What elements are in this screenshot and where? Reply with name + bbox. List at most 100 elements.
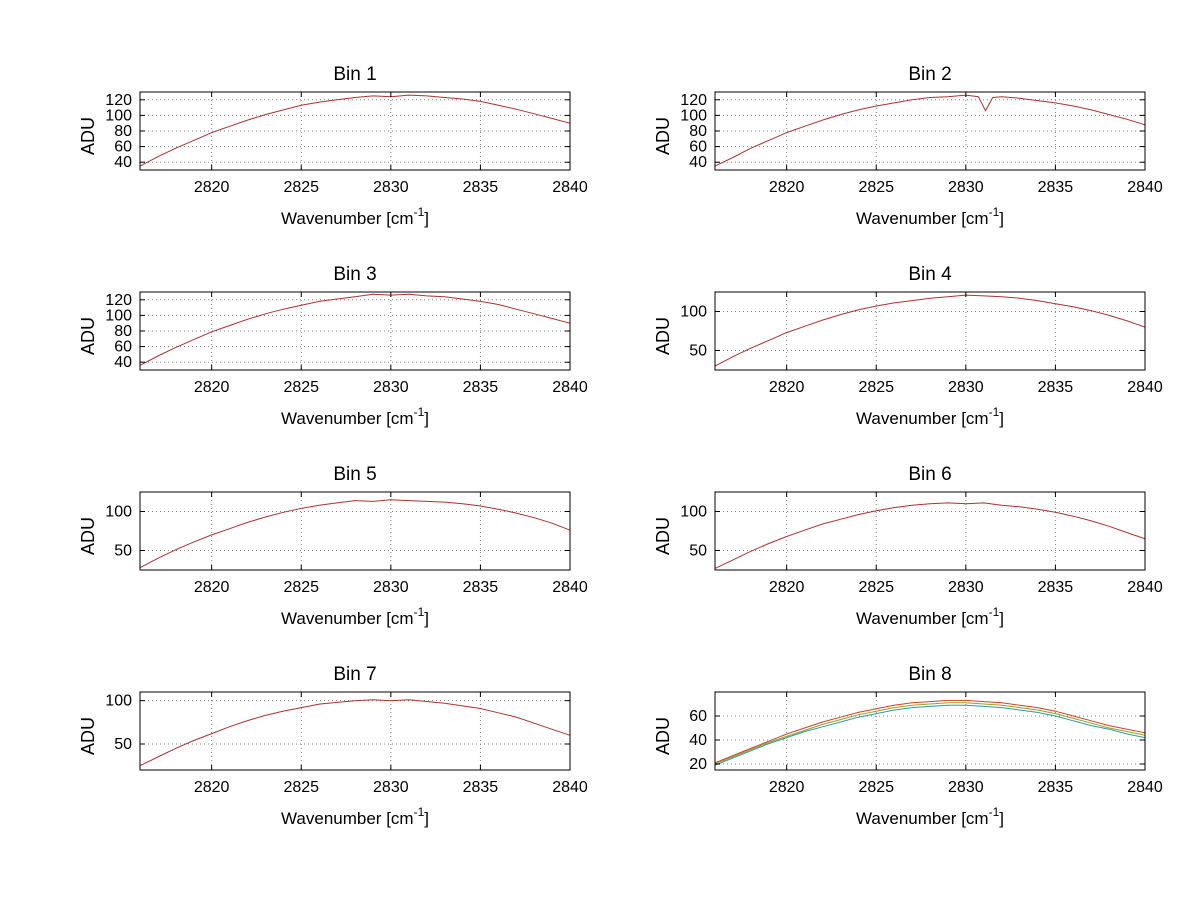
y-tick-label: 40 [689, 732, 707, 749]
x-tick-label: 2825 [283, 779, 319, 796]
y-tick-label: 40 [114, 154, 132, 171]
x-axis-label: Wavenumber [cm-1] [856, 805, 1004, 828]
y-axis-label: ADU [78, 717, 98, 755]
y-tick-label: 40 [114, 354, 132, 371]
x-axis-label-close: ] [999, 609, 1004, 628]
y-tick-label: 60 [689, 139, 707, 156]
plot-box [714, 691, 1146, 771]
chart-title: Bin 4 [908, 264, 952, 285]
x-tick-label: 2840 [552, 779, 588, 796]
series-line-spectrum [139, 94, 571, 167]
subplot-2: 2820 2825 2830 2835 2840 40 60 80 100 120 Bin 2 ADU… [595, 58, 1180, 258]
chart-title: Bin 2 [908, 64, 951, 85]
chart-title: Bin 1 [333, 64, 376, 85]
x-tick-label: 2835 [1038, 779, 1074, 796]
x-tick-label: 2825 [858, 379, 894, 396]
y-tick-label: 120 [680, 92, 707, 109]
y-axis-label: ADU [78, 117, 98, 155]
chart-title: Bin 5 [333, 464, 376, 485]
y-tick-label: 80 [689, 123, 707, 140]
y-tick-label: 60 [114, 139, 132, 156]
x-tick-label: 2820 [769, 579, 805, 596]
x-tick-label: 2820 [194, 579, 230, 596]
subplot-1: 2820 2825 2830 2835 2840 40 60 80 100 120 Bin 1 ADU… [20, 58, 605, 258]
x-axis-label-base: Wavenumber [cm [856, 609, 989, 628]
x-tick-label: 2835 [1038, 579, 1074, 596]
x-axis-label-close: ] [424, 809, 429, 828]
plot-box [714, 291, 1146, 371]
x-tick-label: 2820 [194, 779, 230, 796]
y-tick-label: 100 [680, 107, 707, 124]
x-axis-label: Wavenumber [cm-1] [856, 605, 1004, 628]
chart-title: Bin 7 [333, 664, 376, 685]
x-tick-label: 2840 [1127, 179, 1163, 196]
y-tick-label: 40 [689, 154, 707, 171]
y-tick-label: 100 [105, 693, 132, 710]
y-tick-label: 100 [105, 307, 132, 324]
series-line-spectrum-mid [714, 702, 1146, 765]
x-tick-label: 2840 [552, 379, 588, 396]
x-axis-label-base: Wavenumber [cm [856, 409, 989, 428]
chart-bin-6: 2820 2825 2830 2835 2840 50 100 Bin 6 ADU Wavenum… [653, 464, 1163, 628]
y-tick-label: 100 [680, 504, 707, 521]
x-tick-label: 2830 [948, 779, 984, 796]
x-tick-label: 2820 [769, 779, 805, 796]
chart-title: Bin 3 [333, 264, 376, 285]
x-tick-label: 2825 [283, 179, 319, 196]
y-axis-label: ADU [78, 517, 98, 555]
plot-box [139, 491, 571, 571]
x-axis-label-close: ] [424, 209, 429, 228]
series-line-spectrum [139, 293, 571, 366]
x-tick-label: 2825 [858, 579, 894, 596]
x-axis-label-superscript: -1 [989, 205, 1000, 219]
x-tick-label: 2825 [283, 379, 319, 396]
x-tick-label: 2835 [463, 579, 499, 596]
x-tick-label: 2825 [858, 179, 894, 196]
x-tick-label: 2835 [463, 179, 499, 196]
x-tick-label: 2840 [552, 179, 588, 196]
subplot-3: 2820 2825 2830 2835 2840 40 60 80 100 120 Bin 3 ADU… [20, 258, 605, 458]
plot-box [139, 691, 571, 771]
x-axis-label-superscript: -1 [989, 405, 1000, 419]
x-axis-label-base: Wavenumber [cm [856, 809, 989, 828]
x-tick-label: 2830 [373, 579, 409, 596]
x-axis-label: Wavenumber [cm-1] [856, 405, 1004, 428]
y-tick-label: 100 [680, 304, 707, 321]
y-tick-label: 80 [114, 323, 132, 340]
y-tick-label: 50 [689, 543, 707, 560]
x-tick-label: 2830 [948, 179, 984, 196]
x-axis-label-superscript: -1 [414, 205, 425, 219]
subplot-4: 2820 2825 2830 2835 2840 50 100 Bin 4 ADU Wavenum… [595, 258, 1180, 458]
x-tick-label: 2840 [552, 579, 588, 596]
y-tick-label: 100 [105, 504, 132, 521]
x-tick-label: 2840 [1127, 379, 1163, 396]
x-axis-label-close: ] [999, 409, 1004, 428]
y-tick-label: 50 [689, 343, 707, 360]
x-tick-label: 2835 [463, 379, 499, 396]
series-line-spectrum [139, 699, 571, 767]
plot-box [714, 491, 1146, 571]
chart-bin-7: 2820 2825 2830 2835 2840 50 100 Bin 7 ADU Wavenum… [78, 664, 588, 828]
x-tick-label: 2830 [373, 779, 409, 796]
x-tick-label: 2830 [948, 579, 984, 596]
y-axis-label: ADU [653, 317, 673, 355]
x-tick-label: 2830 [373, 379, 409, 396]
x-axis-label-superscript: -1 [414, 405, 425, 419]
x-tick-label: 2835 [463, 779, 499, 796]
y-tick-label: 120 [105, 292, 132, 309]
y-tick-label: 60 [689, 708, 707, 725]
x-axis-label-base: Wavenumber [cm [281, 809, 414, 828]
x-axis-label-superscript: -1 [414, 605, 425, 619]
x-tick-label: 2835 [1038, 379, 1074, 396]
subplot-7: 2820 2825 2830 2835 2840 50 100 Bin 7 ADU Wavenum… [20, 658, 605, 858]
y-tick-label: 50 [114, 543, 132, 560]
y-tick-label: 80 [114, 123, 132, 140]
chart-title: Bin 8 [908, 664, 951, 685]
x-axis-label: Wavenumber [cm-1] [281, 405, 429, 428]
x-axis-label-base: Wavenumber [cm [281, 409, 414, 428]
y-tick-label: 60 [114, 339, 132, 356]
